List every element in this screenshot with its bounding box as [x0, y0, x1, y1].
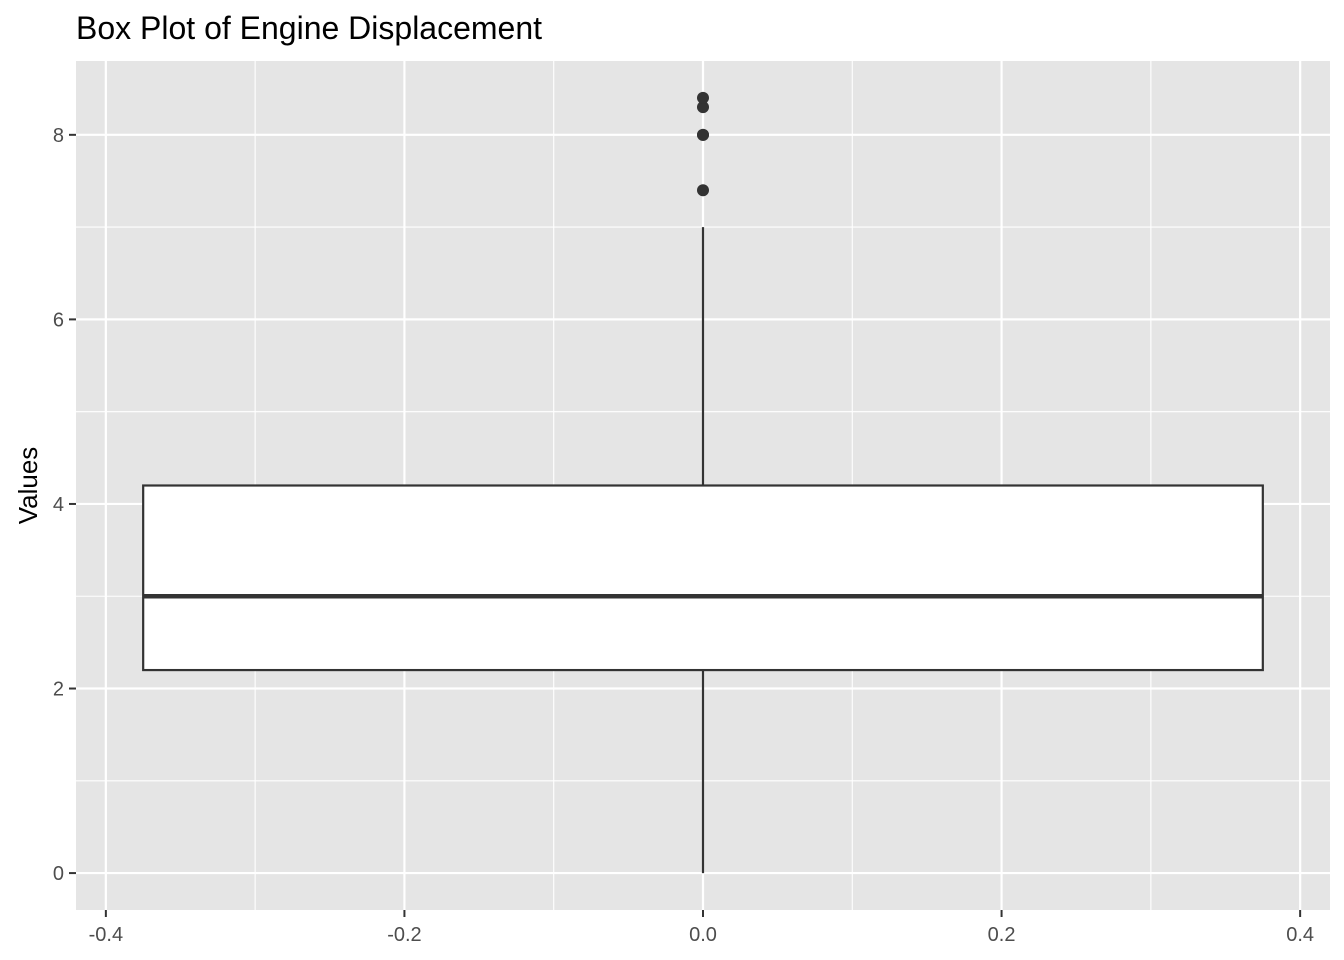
x-tick-label: 0.2: [988, 924, 1016, 946]
x-tick-label: -0.2: [387, 924, 421, 946]
y-axis-title: Values: [13, 447, 43, 525]
outlier-point: [697, 128, 709, 141]
y-tick-label: 4: [53, 494, 64, 516]
x-tick-label: 0.4: [1286, 924, 1314, 946]
chart-title: Box Plot of Engine Displacement: [76, 10, 542, 46]
outlier-point: [697, 91, 709, 104]
outlier-point: [697, 101, 709, 114]
x-tick-label: -0.4: [89, 924, 123, 946]
y-tick-label: 8: [53, 125, 64, 147]
y-tick-label: 0: [53, 863, 64, 885]
boxplot-group: [142, 91, 1264, 874]
x-axis: -0.4 -0.2 0.0 0.2 0.4: [89, 910, 1314, 946]
y-tick-label: 6: [53, 309, 64, 331]
y-axis: 0 2 4 6 8: [53, 125, 76, 885]
outlier-point: [697, 184, 709, 197]
x-tick-label: 0.0: [689, 924, 717, 946]
iqr-box: [142, 484, 1264, 672]
y-tick-label: 2: [53, 679, 64, 701]
